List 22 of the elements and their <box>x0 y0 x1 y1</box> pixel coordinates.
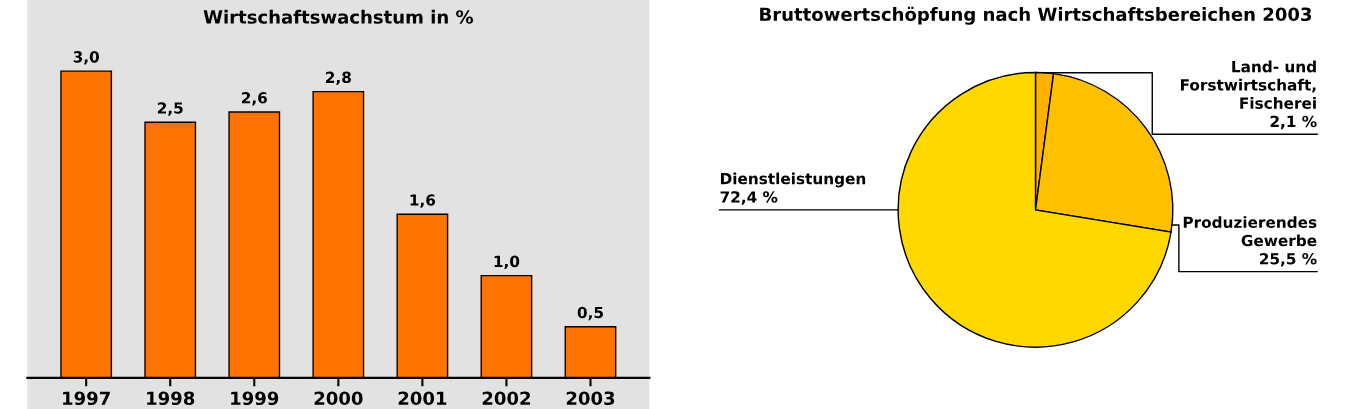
x-tick-label: 1999 <box>231 391 279 406</box>
x-tick-label: 2000 <box>314 391 363 406</box>
x-tick-label: 2001 <box>398 391 447 406</box>
data-label: 2,1 % <box>1270 115 1317 130</box>
data-label: 1,0 <box>494 255 520 270</box>
data-label: 2,8 <box>326 71 351 86</box>
data-label: 25,5 % <box>1259 253 1317 267</box>
slice-label: Produzierendes Gewerbe <box>1183 216 1317 247</box>
x-tick-label: 1997 <box>63 391 110 406</box>
data-label: 2,5 <box>157 102 183 116</box>
slice-label: Dienstleistungen <box>720 172 866 188</box>
data-label: 3,0 <box>73 51 99 65</box>
x-tick-label: 2003 <box>566 391 615 406</box>
data-label: 72,4 % <box>720 191 778 205</box>
data-label: 0,5 <box>577 306 603 321</box>
chart-title: Bruttowertschöpfung nach Wirtschaftsbereichen 2003 <box>760 6 1312 25</box>
data-label: 2,6 <box>241 91 267 106</box>
data-label: 1,6 <box>410 194 436 208</box>
chart-title: Wirtschaftswachstum in % <box>203 9 474 24</box>
x-tick-label: 2002 <box>482 391 530 406</box>
slice-label: Land- und Forstwirtschaft, Fischerei <box>1180 60 1316 109</box>
x-tick-label: 1998 <box>147 391 195 406</box>
